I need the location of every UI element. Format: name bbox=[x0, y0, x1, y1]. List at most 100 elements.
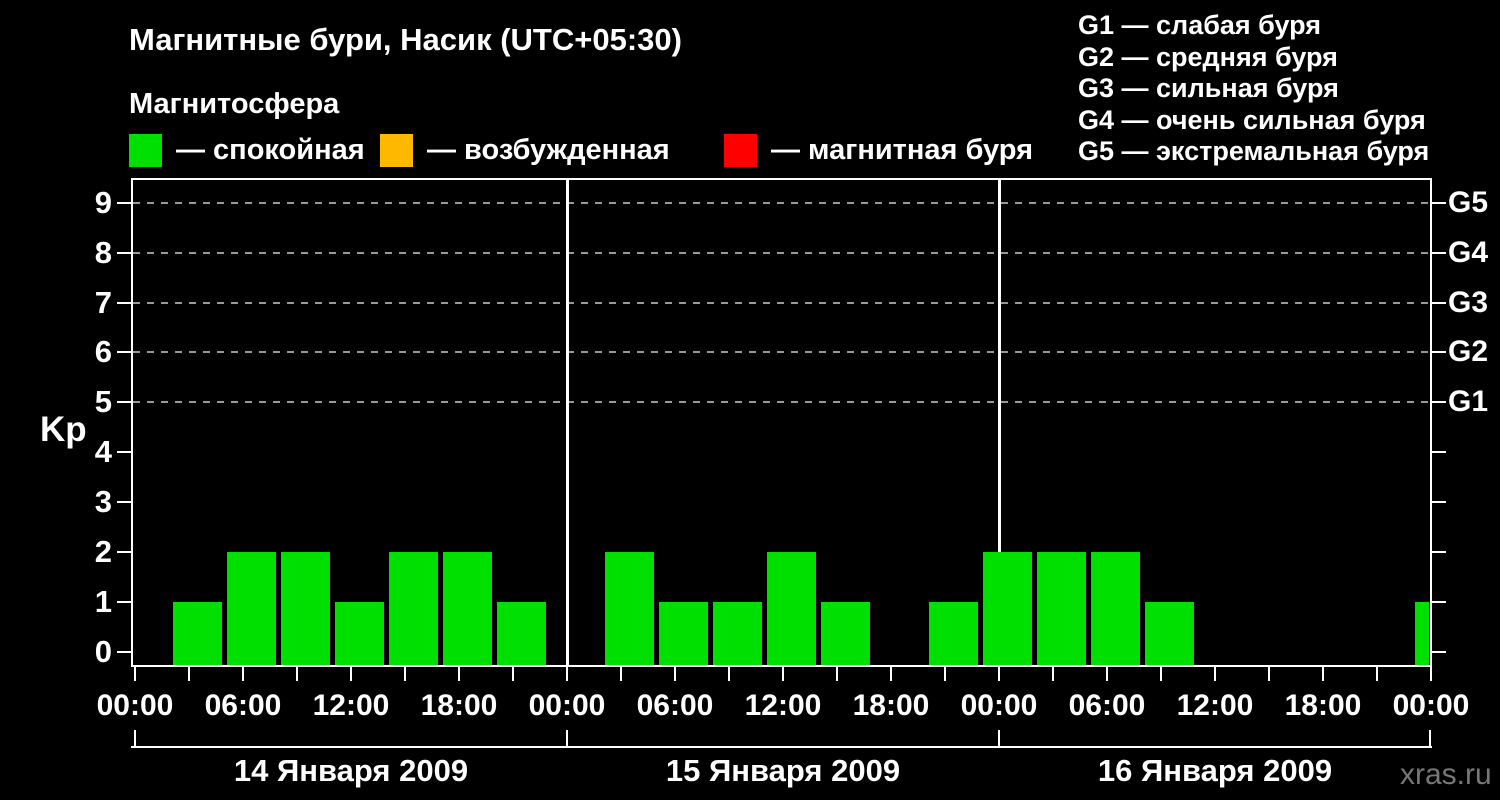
legend-swatch-quiet-icon bbox=[129, 134, 162, 167]
y-tick-left bbox=[117, 201, 131, 204]
date-bracket-tick bbox=[134, 730, 136, 748]
y-tick-right bbox=[1432, 550, 1446, 553]
y-tick-right bbox=[1432, 251, 1446, 254]
y-tick-right bbox=[1432, 600, 1446, 603]
x-tick bbox=[890, 667, 892, 681]
x-tick bbox=[134, 667, 136, 681]
x-tick bbox=[1268, 667, 1270, 681]
kp-bar bbox=[767, 551, 816, 666]
page-title: Магнитные бури, Насик (UTC+05:30) bbox=[129, 22, 682, 57]
y-tick-right bbox=[1432, 650, 1446, 653]
y-tick-right bbox=[1432, 401, 1446, 404]
kp-bar bbox=[1145, 601, 1194, 666]
kp-bar bbox=[713, 601, 762, 666]
kp-bar bbox=[389, 551, 438, 666]
x-tick bbox=[458, 667, 460, 681]
g-tick-label: G4 bbox=[1448, 235, 1489, 269]
legend-label-storm: — магнитная буря bbox=[771, 134, 1034, 166]
x-tick-label: 18:00 bbox=[852, 689, 930, 722]
x-tick bbox=[1376, 667, 1378, 681]
kp-bar bbox=[929, 601, 978, 666]
x-tick bbox=[188, 667, 190, 681]
x-tick bbox=[620, 667, 622, 681]
x-tick bbox=[566, 667, 568, 681]
x-tick bbox=[1214, 667, 1216, 681]
x-tick bbox=[728, 667, 730, 681]
kp-bar bbox=[227, 551, 276, 666]
y-tick-left bbox=[117, 650, 131, 653]
y-tick-left bbox=[117, 251, 131, 254]
g-scale-line-g4: G4 — очень сильная буря bbox=[1078, 104, 1426, 135]
x-tick-label: 00:00 bbox=[528, 689, 606, 722]
x-tick-label: 00:00 bbox=[96, 689, 174, 722]
kp-bar bbox=[605, 551, 654, 666]
y-tick-label: 6 bbox=[94, 334, 112, 370]
day-separator bbox=[998, 178, 1001, 667]
y-tick-label: 7 bbox=[94, 284, 112, 320]
x-tick-label: 00:00 bbox=[960, 689, 1038, 722]
x-tick-label: 18:00 bbox=[420, 689, 498, 722]
kp-bar-partial bbox=[1415, 601, 1429, 666]
legend-swatch-excited-icon bbox=[380, 134, 413, 167]
y-tick-left bbox=[117, 301, 131, 304]
x-tick bbox=[404, 667, 406, 681]
y-tick-left bbox=[117, 550, 131, 553]
x-tick bbox=[350, 667, 352, 681]
y-tick-right bbox=[1432, 451, 1446, 454]
x-tick-label: 12:00 bbox=[744, 689, 822, 722]
date-bracket-tick bbox=[998, 730, 1000, 748]
date-bracket-tick bbox=[1429, 730, 1431, 748]
kp-bar bbox=[173, 601, 222, 666]
kp-bar bbox=[443, 551, 492, 666]
y-tick-right bbox=[1432, 201, 1446, 204]
g-scale-line-g1: G1 — слабая буря bbox=[1078, 10, 1322, 40]
legend-label-excited: — возбужденная bbox=[427, 134, 670, 166]
x-tick bbox=[1052, 667, 1054, 681]
legend-label-quiet: — спокойная bbox=[176, 134, 365, 166]
legend-item-quiet: — спокойная bbox=[129, 134, 365, 167]
gridline-kp7 bbox=[133, 301, 1430, 304]
date-bracket-tick bbox=[566, 730, 568, 748]
x-tick-label: 12:00 bbox=[312, 689, 390, 722]
kp-bar bbox=[335, 601, 384, 666]
g-scale-line-g5: G5 — экстремальная буря bbox=[1078, 136, 1430, 166]
watermark: xras.ru bbox=[1400, 758, 1492, 791]
y-tick-left bbox=[117, 500, 131, 503]
kp-bar bbox=[497, 601, 546, 666]
kp-bar bbox=[1037, 551, 1086, 666]
date-bracket-line bbox=[131, 746, 1432, 748]
gridline-kp9 bbox=[133, 201, 1430, 204]
y-tick-label: 4 bbox=[94, 434, 112, 470]
legend-item-storm: — магнитная буря bbox=[724, 134, 1033, 167]
x-tick-label: 12:00 bbox=[1176, 689, 1254, 722]
x-tick-label: 06:00 bbox=[1068, 689, 1146, 722]
y-tick-label: 5 bbox=[94, 384, 112, 420]
kp-bar bbox=[821, 601, 870, 666]
x-tick bbox=[674, 667, 676, 681]
x-tick-label: 06:00 bbox=[204, 689, 282, 722]
g-scale-line-g2: G2 — средняя буря bbox=[1078, 41, 1338, 72]
kp-bar bbox=[1091, 551, 1140, 666]
y-tick-label: 0 bbox=[94, 633, 112, 669]
y-tick-left bbox=[117, 451, 131, 454]
y-tick-label: 9 bbox=[94, 184, 112, 220]
plot-frame bbox=[131, 178, 1432, 667]
x-tick bbox=[944, 667, 946, 681]
y-tick-label: 1 bbox=[94, 583, 112, 619]
y-tick-left bbox=[117, 401, 131, 404]
y-tick-left bbox=[117, 600, 131, 603]
g-scale-legend: G1 — слабая буря G2 — средняя буря G3 — … bbox=[1078, 10, 1429, 168]
x-tick bbox=[1160, 667, 1162, 681]
y-tick-label: 2 bbox=[94, 533, 112, 569]
x-tick bbox=[296, 667, 298, 681]
legend-swatch-storm-icon bbox=[724, 134, 757, 167]
gridline-kp5 bbox=[133, 401, 1430, 404]
date-label: 14 Января 2009 bbox=[233, 753, 469, 788]
kp-bar bbox=[281, 551, 330, 666]
kp-bar bbox=[659, 601, 708, 666]
x-tick bbox=[1430, 667, 1432, 681]
x-tick bbox=[1322, 667, 1324, 681]
date-label: 16 Января 2009 bbox=[1097, 753, 1333, 788]
